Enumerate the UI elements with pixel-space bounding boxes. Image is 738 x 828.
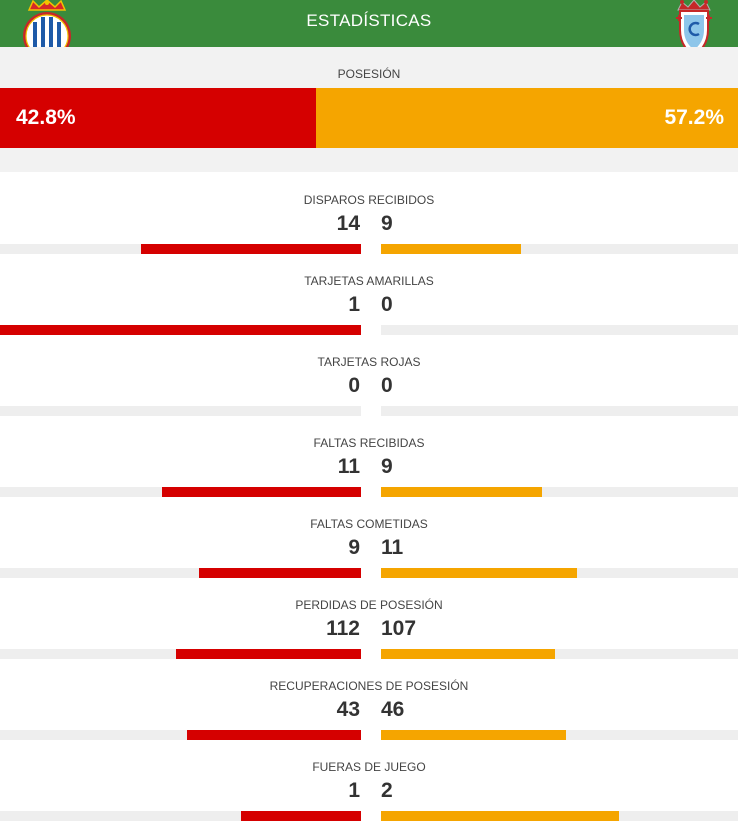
possession-bar-home: 42.8% [0,88,316,148]
celta-crest-icon [662,0,726,47]
stat-label: PERDIDAS DE POSESIÓN [295,598,443,612]
stat-track-home [0,811,361,821]
stat-away-value: 9 [381,212,393,235]
stat-bar-home [187,730,361,740]
stat-row: FUERAS DE JUEGO 1 2 [0,739,738,821]
stat-label: RECUPERACIONES DE POSESIÓN [269,679,469,693]
stat-track-away [381,325,738,335]
stat-bar-home [241,811,361,821]
stat-row: PERDIDAS DE POSESIÓN 112 107 [0,577,738,659]
stat-home-value: 112 [326,617,360,640]
stat-home-value: 0 [348,374,360,397]
stat-track-away [381,406,738,416]
stat-bar-away [381,649,555,659]
stat-label: TARJETAS AMARILLAS [304,274,434,288]
stat-home-value: 43 [336,698,360,721]
stat-away-value: 107 [381,617,417,640]
stat-home-value: 1 [348,779,360,802]
stat-bar-away [381,487,542,497]
stat-bar-away [381,244,521,254]
stat-bar-home [176,649,361,659]
stat-bar-home [141,244,361,254]
stats-header: ESTADÍSTICAS [0,0,738,47]
stat-track-away [381,568,738,578]
stat-home-value: 11 [337,455,360,478]
possession-home-value: 42.8% [16,106,76,129]
stat-track-away [381,649,738,659]
stat-row: TARJETAS AMARILLAS 1 0 [0,253,738,335]
stat-bar-home [199,568,361,578]
stat-bar-home [0,325,361,335]
stat-row: RECUPERACIONES DE POSESIÓN 43 46 [0,658,738,740]
stat-home-value: 14 [336,212,360,235]
possession-label: POSESIÓN [337,67,401,81]
stat-home-value: 9 [348,536,360,559]
page-title: ESTADÍSTICAS [306,11,432,30]
stat-track-home [0,568,361,578]
stat-track-away [381,730,738,740]
stats-list: DISPAROS RECIBIDOS 14 9 TARJETAS AMARILL… [0,172,738,821]
stat-label: DISPAROS RECIBIDOS [303,193,435,207]
stat-bar-away [381,811,619,821]
stat-away-value: 0 [381,293,393,316]
stat-bar-away [381,730,566,740]
stat-row: DISPAROS RECIBIDOS 14 9 [0,172,738,254]
stat-track-away [381,811,738,821]
stat-row: FALTAS RECIBIDAS 11 9 [0,415,738,497]
stat-bar-away [381,568,577,578]
stat-label: FUERAS DE JUEGO [312,760,426,774]
stat-row: TARJETAS ROJAS 0 0 [0,334,738,416]
stat-bar-home [162,487,361,497]
stat-label: FALTAS COMETIDAS [310,517,428,531]
stat-track-home [0,406,361,416]
stat-track-home [0,325,361,335]
stat-track-home [0,487,361,497]
stat-home-value: 1 [348,293,360,316]
possession-section: POSESIÓN 42.8% 57.2% [0,47,738,172]
stat-label: TARJETAS ROJAS [317,355,421,369]
stat-away-value: 46 [381,698,405,721]
possession-bar-away: 57.2% [316,88,738,148]
stat-track-home [0,244,361,254]
stat-away-value: 2 [381,779,393,802]
possession-away-value: 57.2% [664,106,724,129]
stat-away-value: 11 [381,536,404,559]
stat-track-away [381,244,738,254]
espanyol-crest-icon [15,0,79,47]
stat-track-home [0,730,361,740]
stat-track-away [381,487,738,497]
stat-row: FALTAS COMETIDAS 9 11 [0,496,738,578]
stat-track-home [0,649,361,659]
stat-label: FALTAS RECIBIDAS [313,436,425,450]
stat-away-value: 0 [381,374,393,397]
stat-away-value: 9 [381,455,393,478]
